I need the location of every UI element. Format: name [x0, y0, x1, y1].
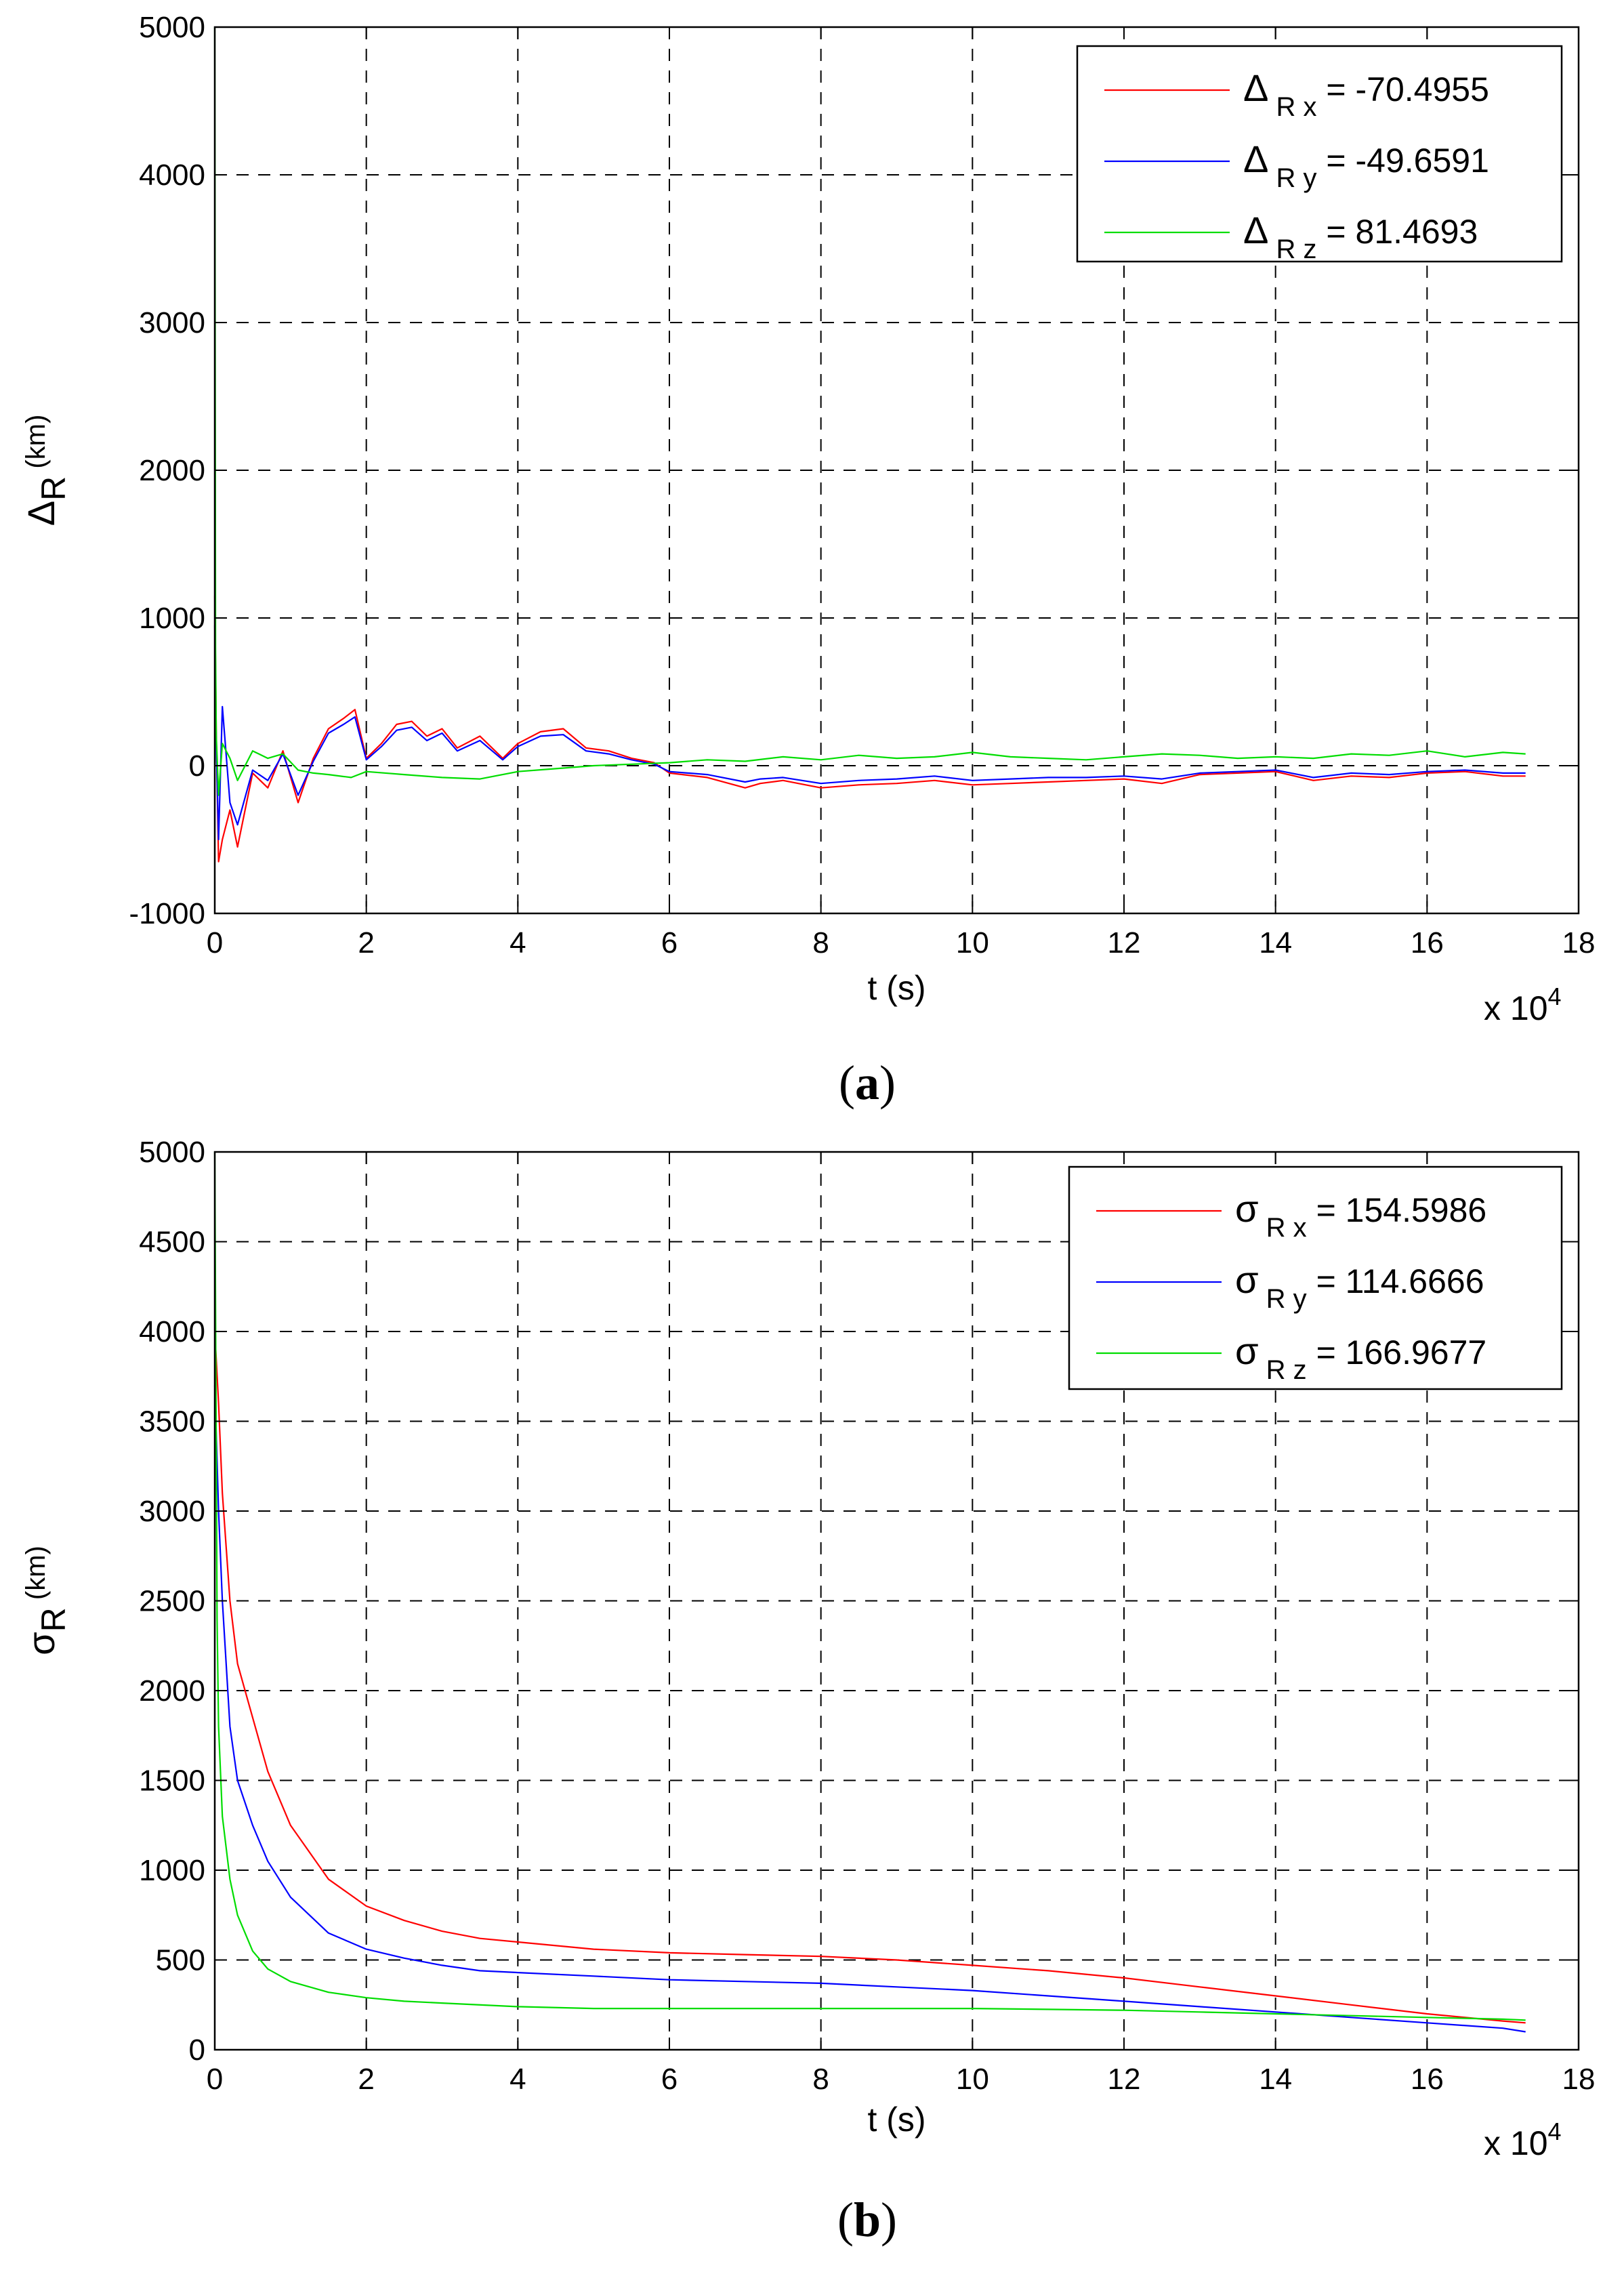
chart-panel-a: 0 2 4 6 8 10 12 14 16 18-100001000200030004000500…: [20, 11, 1595, 1110]
y-axis-label: σR (km): [20, 1546, 72, 1655]
panel-caption: (a): [839, 1056, 896, 1110]
y-tick-label: 3000: [139, 1495, 205, 1528]
x-tick-label: 8: [812, 926, 829, 959]
y-tick-label: 0: [189, 749, 205, 783]
chart-panel-b: 0 2 4 6 8 10 12 14 16 18 0 500 1000 1500 2000 2500 3000 3…: [20, 1136, 1595, 2247]
x-tick-label: 12: [1108, 2063, 1141, 2096]
legend-label-3: σ R z = 166.9677: [1235, 1329, 1486, 1385]
y-tick-label: 4000: [139, 1315, 205, 1348]
series-line-2: [213, 625, 1526, 841]
y-tick-label: 3500: [139, 1405, 205, 1439]
y-tick-label: -1000: [129, 897, 205, 930]
x-axis-label: t (s): [867, 969, 925, 1007]
x-tick-label: 2: [358, 926, 374, 959]
x-tick-label: 18: [1562, 926, 1596, 959]
x-tick-label: 16: [1411, 2063, 1444, 2096]
x-tick-label: 4: [509, 926, 526, 959]
y-tick-label: 1000: [139, 1854, 205, 1887]
series-line-1: [213, 1331, 1526, 2024]
x-tick-label: 14: [1259, 2063, 1292, 2096]
legend-label-1: Δ R x = -70.4955: [1243, 66, 1489, 122]
y-tick-label: 2500: [139, 1585, 205, 1618]
x-tick-label: 0: [207, 926, 223, 959]
y-tick-label: 2000: [139, 454, 205, 487]
y-axis-label: ΔR (km): [20, 415, 72, 526]
x-tick-label: 2: [358, 2063, 374, 2096]
y-tick-label: 2000: [139, 1674, 205, 1708]
y-tick-label: 5000: [139, 1136, 205, 1169]
x-tick-label: 0: [207, 2063, 223, 2096]
y-tick-label: 1000: [139, 602, 205, 635]
x-tick-label: 4: [509, 2063, 526, 2096]
panel-caption: (b): [837, 2193, 897, 2247]
x-tick-label: 18: [1562, 2063, 1596, 2096]
y-tick-label: 500: [156, 1944, 205, 1977]
x-multiplier: x 104: [1484, 2118, 1562, 2162]
y-tick-label: 4500: [139, 1226, 205, 1259]
x-multiplier: x 104: [1484, 983, 1562, 1027]
y-tick-label: 4000: [139, 159, 205, 192]
legend-box: [1076, 45, 1563, 263]
series-line-2: [213, 1385, 1526, 2033]
x-tick-label: 14: [1259, 926, 1292, 959]
legend-label-3: Δ R z = 81.4693: [1243, 209, 1478, 264]
y-tick-label: 3000: [139, 306, 205, 339]
legend-box: [1068, 1165, 1563, 1390]
x-tick-label: 16: [1411, 926, 1444, 959]
series-line-1: [213, 596, 1526, 863]
x-tick-label: 8: [812, 2063, 829, 2096]
x-tick-label: 6: [661, 926, 678, 959]
legend-label-2: Δ R y = -49.6591: [1243, 138, 1489, 193]
y-tick-label: 0: [189, 2033, 205, 2067]
series-line-3: [213, 26, 1526, 796]
x-tick-label: 10: [956, 2063, 989, 2096]
legend-label-2: σ R y = 114.6666: [1235, 1258, 1484, 1314]
x-axis-label: t (s): [867, 2101, 925, 2139]
x-tick-label: 12: [1108, 926, 1141, 959]
legend-label-1: σ R x = 154.5986: [1235, 1187, 1486, 1243]
series-line-3: [213, 1151, 1526, 2021]
x-tick-label: 6: [661, 2063, 678, 2096]
x-tick-label: 10: [956, 926, 989, 959]
y-tick-label: 5000: [139, 11, 205, 44]
y-tick-label: 1500: [139, 1764, 205, 1798]
